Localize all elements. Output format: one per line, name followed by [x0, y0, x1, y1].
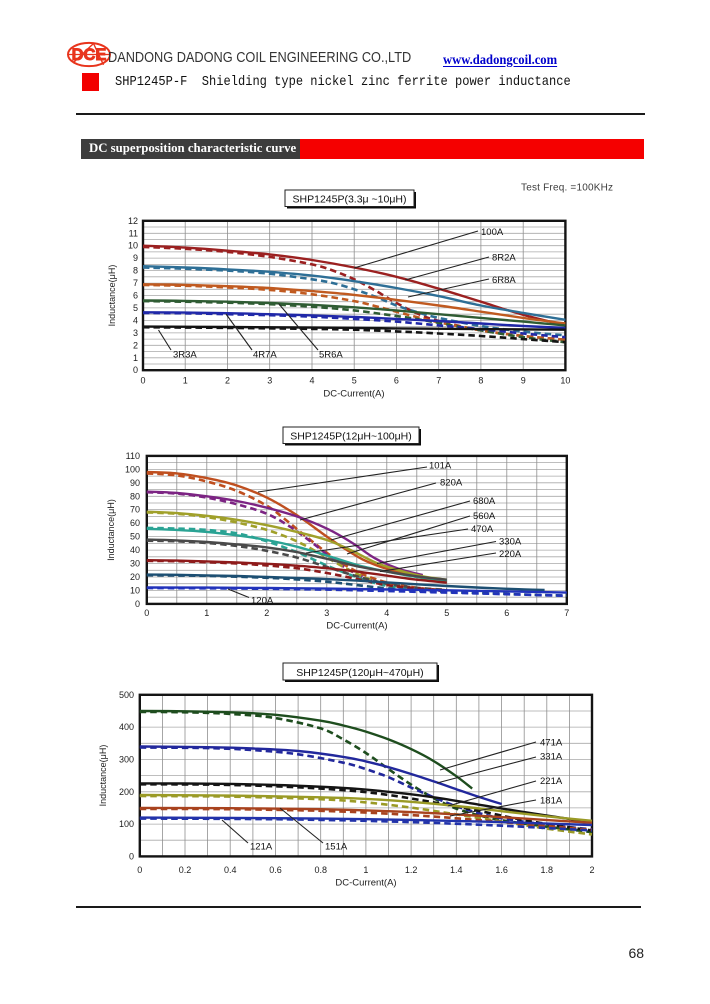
- svg-text:6R8A: 6R8A: [492, 275, 516, 286]
- svg-text:60: 60: [130, 518, 140, 528]
- svg-text:4: 4: [384, 608, 389, 618]
- svg-text:6: 6: [394, 376, 399, 386]
- svg-text:470A: 470A: [471, 524, 494, 535]
- svg-text:DC-Current(A): DC-Current(A): [326, 621, 387, 632]
- svg-text:20: 20: [130, 572, 140, 582]
- svg-text:6: 6: [133, 291, 138, 301]
- svg-text:0: 0: [133, 365, 138, 375]
- svg-text:1.2: 1.2: [405, 865, 418, 875]
- svg-text:3: 3: [133, 328, 138, 338]
- svg-text:4: 4: [133, 315, 138, 325]
- svg-text:0: 0: [144, 608, 149, 618]
- svg-text:7: 7: [436, 376, 441, 386]
- svg-text:2: 2: [264, 608, 269, 618]
- svg-text:40: 40: [130, 545, 140, 555]
- svg-text:820A: 820A: [440, 478, 463, 489]
- svg-text:8: 8: [133, 266, 138, 276]
- svg-text:SHP1245P(120μH~470μH): SHP1245P(120μH~470μH): [296, 667, 423, 679]
- svg-text:331A: 331A: [540, 752, 563, 763]
- svg-text:0.2: 0.2: [179, 865, 192, 875]
- svg-text:3: 3: [324, 608, 329, 618]
- svg-text:90: 90: [130, 478, 140, 488]
- svg-text:8R2A: 8R2A: [492, 253, 516, 264]
- svg-text:8: 8: [478, 376, 483, 386]
- svg-text:181A: 181A: [540, 796, 563, 807]
- svg-text:DC-Current(A): DC-Current(A): [323, 389, 384, 400]
- svg-text:0: 0: [129, 851, 134, 861]
- svg-text:5R6A: 5R6A: [319, 350, 343, 361]
- svg-text:151A: 151A: [325, 842, 348, 853]
- svg-text:4: 4: [309, 376, 314, 386]
- svg-text:220A: 220A: [499, 549, 522, 560]
- svg-text:100: 100: [125, 464, 140, 474]
- svg-text:10: 10: [128, 241, 138, 251]
- svg-text:11: 11: [129, 228, 138, 238]
- svg-text:500: 500: [119, 690, 134, 700]
- svg-text:0: 0: [135, 599, 140, 609]
- svg-text:9: 9: [133, 253, 138, 263]
- svg-text:5: 5: [444, 608, 449, 618]
- svg-text:560A: 560A: [473, 511, 496, 522]
- svg-text:7: 7: [133, 278, 138, 288]
- svg-text:3R3A: 3R3A: [173, 350, 197, 361]
- svg-text:1: 1: [204, 608, 209, 618]
- svg-text:6: 6: [504, 608, 509, 618]
- svg-text:1: 1: [363, 865, 368, 875]
- svg-text:400: 400: [119, 722, 134, 732]
- svg-text:0.4: 0.4: [224, 865, 237, 875]
- svg-text:30: 30: [130, 559, 140, 569]
- svg-text:330A: 330A: [499, 537, 522, 548]
- svg-text:0.6: 0.6: [269, 865, 282, 875]
- svg-text:DC-Current(A): DC-Current(A): [335, 878, 396, 889]
- svg-text:1.8: 1.8: [541, 865, 554, 875]
- svg-text:110: 110: [126, 451, 140, 461]
- svg-text:Inductance(μH): Inductance(μH): [98, 745, 108, 807]
- svg-text:5: 5: [352, 376, 357, 386]
- svg-text:Test Freq. =100KHz: Test Freq. =100KHz: [521, 183, 613, 194]
- svg-text:70: 70: [130, 505, 140, 515]
- svg-text:1: 1: [183, 376, 188, 386]
- svg-text:7: 7: [564, 608, 569, 618]
- svg-text:121A: 121A: [250, 842, 273, 853]
- svg-text:0: 0: [137, 865, 142, 875]
- svg-text:50: 50: [130, 532, 140, 542]
- svg-text:100: 100: [119, 819, 134, 829]
- svg-text:DCE: DCE: [72, 46, 107, 64]
- svg-text:680A: 680A: [473, 496, 496, 507]
- svg-text:SHP1245P(3.3μ ~10μH): SHP1245P(3.3μ ~10μH): [293, 193, 407, 205]
- svg-text:200: 200: [119, 787, 134, 797]
- svg-text:1.6: 1.6: [495, 865, 508, 875]
- svg-text:1.4: 1.4: [450, 865, 463, 875]
- svg-text:9: 9: [521, 376, 526, 386]
- svg-text:300: 300: [119, 754, 134, 764]
- svg-text:12: 12: [128, 216, 138, 226]
- svg-text:1: 1: [133, 353, 138, 363]
- svg-text:120A: 120A: [251, 596, 274, 607]
- svg-text:100A: 100A: [481, 227, 504, 238]
- svg-text:0.8: 0.8: [314, 865, 327, 875]
- svg-text:101A: 101A: [429, 461, 452, 472]
- svg-text:4R7A: 4R7A: [253, 350, 277, 361]
- svg-text:Inductance(μH): Inductance(μH): [106, 499, 116, 561]
- svg-text:2: 2: [225, 376, 230, 386]
- svg-text:221A: 221A: [540, 776, 563, 787]
- svg-text:80: 80: [130, 491, 140, 501]
- svg-text:5: 5: [133, 303, 138, 313]
- svg-text:10: 10: [560, 376, 570, 386]
- svg-text:0: 0: [140, 376, 145, 386]
- svg-text:2: 2: [589, 865, 594, 875]
- svg-text:3: 3: [267, 376, 272, 386]
- svg-text:10: 10: [130, 585, 140, 595]
- svg-text:Inductance(μH): Inductance(μH): [107, 265, 117, 327]
- svg-text:SHP1245P(12μH~100μH): SHP1245P(12μH~100μH): [290, 430, 412, 442]
- svg-text:471A: 471A: [540, 738, 563, 749]
- svg-text:2: 2: [133, 340, 138, 350]
